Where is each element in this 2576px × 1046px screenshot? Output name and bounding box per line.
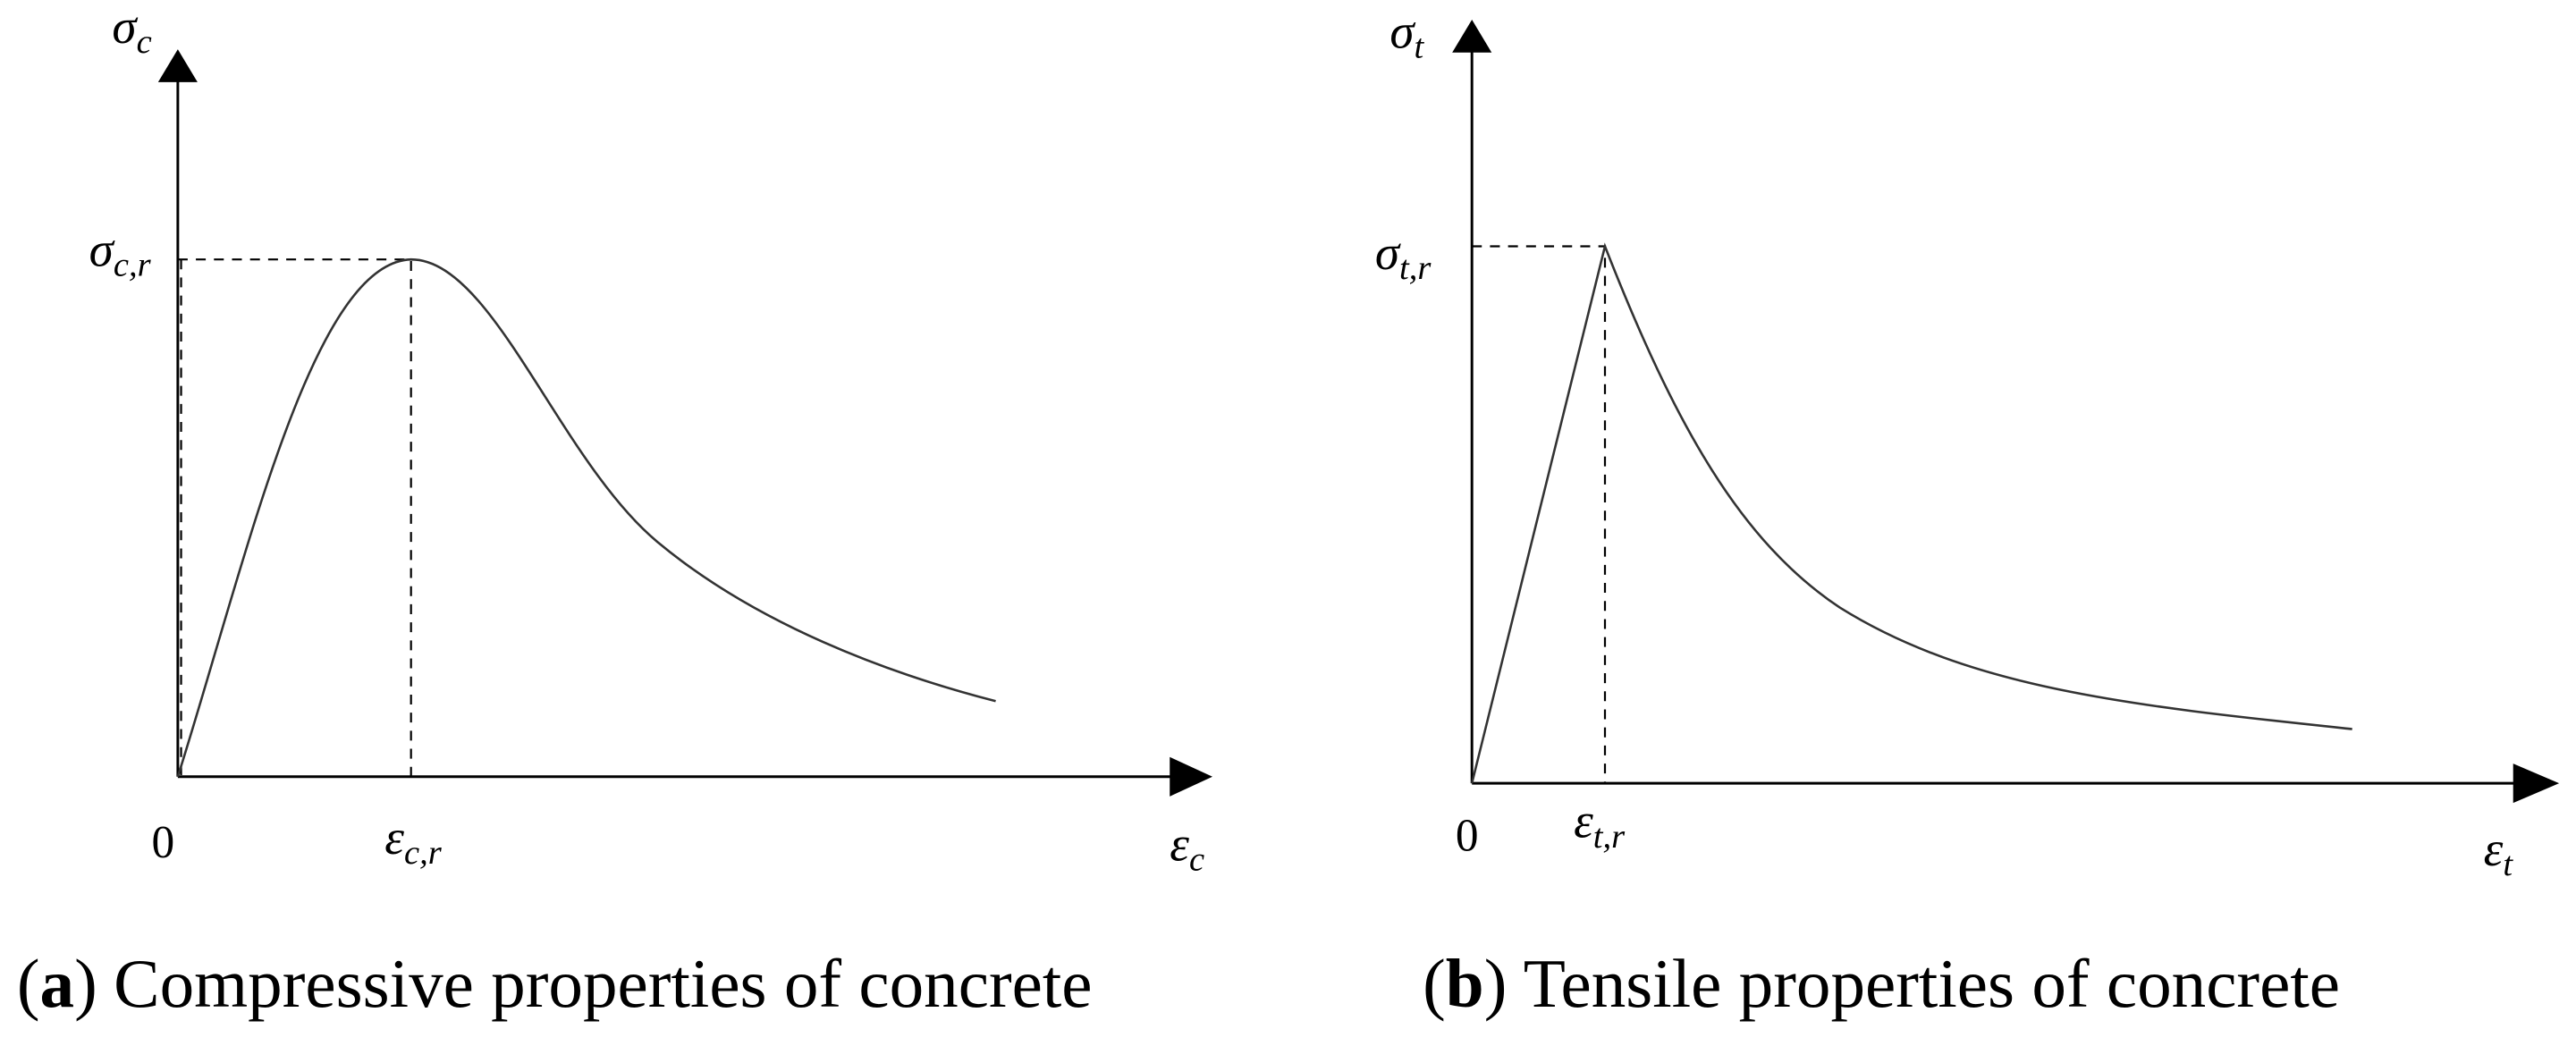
caption-close: ) [74,945,97,1022]
symbol: σ [89,223,115,277]
caption-letter: a [40,945,75,1022]
symbol: σ [112,0,138,54]
symbol: ε [1170,816,1189,871]
stress-strain-curve [176,257,996,778]
caption-text: Tensile properties of concrete [1524,945,2340,1022]
caption-open: ( [1423,945,1446,1022]
stress-strain-curve [1470,242,2352,784]
caption: (a) Compressive properties of concrete [17,945,1093,1022]
symbol: ε [384,810,404,865]
panel-a: σc σc,r 0 εc,r εc (a) Compressive propert… [17,0,1213,1022]
x-arrow [1170,756,1213,797]
subscript: t [2503,846,2513,883]
caption-open: ( [17,945,40,1022]
origin-label: 0 [151,817,174,868]
symbol: ε [1574,794,1593,848]
y-axis-label: σt [1389,4,1424,65]
y-axis-label: σc [112,0,151,61]
subscript: c,r [404,834,443,872]
peak-guide [177,258,412,777]
subscript: c [137,23,152,61]
peak-strain-label: εc,r [384,810,442,872]
subscript: c [1189,840,1204,878]
y-arrow [1452,20,1492,53]
x-axis-label: εc [1170,816,1204,878]
symbol: σ [1375,225,1401,280]
panel-b: σt σt,r 0 εt,r εt (b) Tensile properties … [1375,4,2560,1022]
origin-label: 0 [1456,810,1479,861]
y-arrow [157,49,198,82]
caption: (b) Tensile properties of concrete [1423,945,2340,1022]
symbol: ε [2484,822,2504,876]
subscript: t,r [1593,818,1626,856]
peak-strain-label: εt,r [1574,794,1626,856]
subscript: t,r [1399,249,1432,287]
caption-text: Compressive properties of concrete [114,945,1092,1022]
caption-letter: b [1446,945,1484,1022]
peak-stress-label: σt,r [1375,225,1432,287]
subscript: c,r [114,247,152,284]
peak-stress-label: σc,r [89,223,152,284]
x-axis-label: εt [2484,822,2514,883]
subscript: t [1415,28,1425,65]
x-arrow [2513,763,2560,804]
caption-close: ) [1484,945,1508,1022]
symbol: σ [1389,4,1415,58]
